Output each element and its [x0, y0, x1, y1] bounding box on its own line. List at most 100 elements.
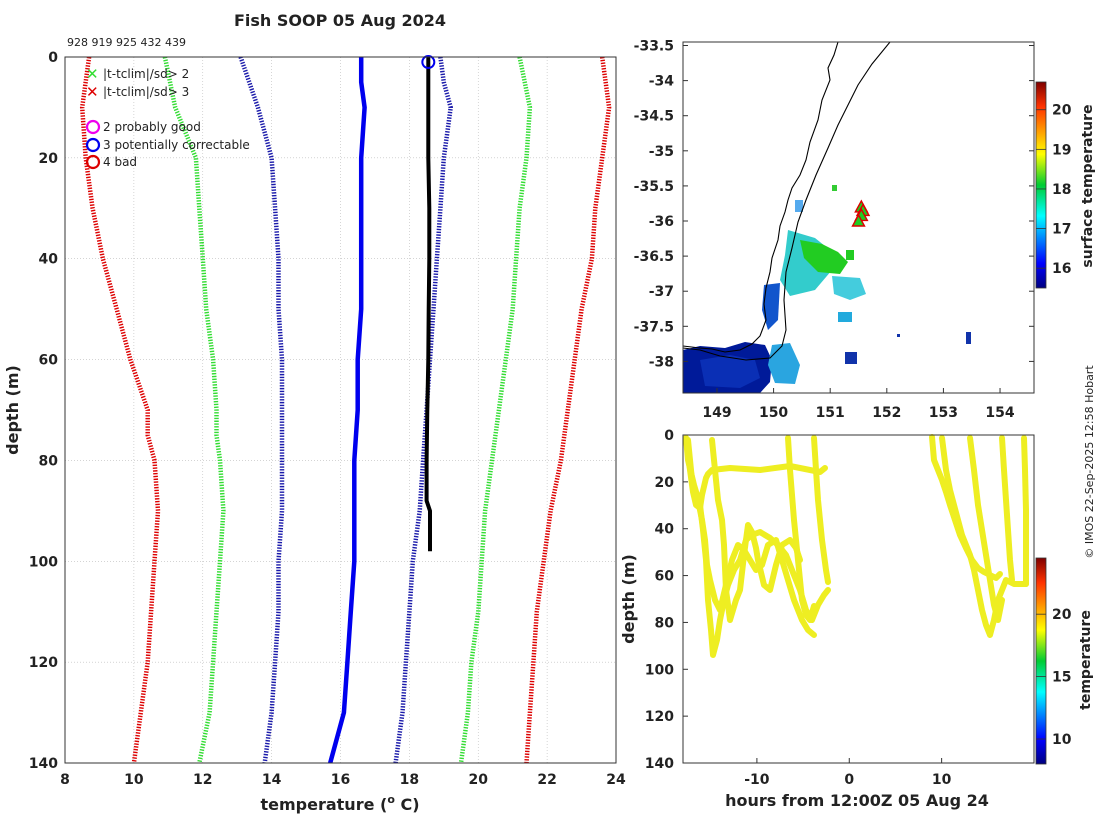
series-clim-2sd	[162, 57, 226, 763]
timeseries-y-tick: 20	[655, 475, 675, 491]
sst-patch-coast	[768, 343, 800, 384]
yellow-trace-10	[999, 435, 1015, 583]
sst-pixel-c	[795, 200, 803, 212]
profile-x-tick: 14	[262, 772, 282, 788]
sst-pixel-e	[845, 352, 857, 364]
yellow-trace-6	[811, 435, 831, 585]
profile-y-tick: 60	[39, 353, 59, 369]
yellow-trace-4	[709, 437, 803, 623]
timeseries-panel: -10 0 10 0 20 40 60 80 100 120 140 hours from 12:…	[619, 428, 1094, 810]
yellow-trace-5	[785, 435, 817, 623]
legend-qc3: 3 potentially correctable	[85, 137, 250, 153]
legend-qc4-label: 4 bad	[103, 155, 137, 169]
timeseries-y-tick: 60	[655, 569, 675, 585]
legend-qc4: 4 bad	[85, 154, 137, 170]
map-y-ticks: -33.5 -34 -34.5 -35 -35.5 -36 -36.5 -37 -37.5 -38	[634, 39, 1034, 370]
legend-qc2: 2 probably good	[85, 119, 201, 135]
profile-y-ticks: 0 20 40 60 80 100 120 140	[29, 50, 58, 772]
timeseries-x-tick: 10	[932, 772, 952, 788]
map-x-tick: 150	[759, 405, 788, 421]
sst-patch-blue-coast	[762, 283, 780, 330]
profile-series	[79, 57, 612, 763]
profile-x-tick: 8	[60, 772, 70, 788]
shelf-edge	[683, 42, 891, 361]
map-y-tick: -36	[649, 214, 674, 230]
profile-y-label: depth (m)	[3, 365, 22, 455]
map-y-tick: -38	[649, 354, 674, 370]
credit-text: © IMOS 22-Sep-2025 12:58 Hobart	[1083, 365, 1096, 559]
map-y-tick: -36.5	[634, 249, 674, 265]
timeseries-x-tick: -10	[744, 772, 770, 788]
sst-pixel-f	[897, 334, 900, 337]
series-clim-3sd	[79, 57, 161, 763]
sst-pixel-a	[838, 312, 852, 322]
timeseries-colorbar-tick: 10	[1052, 732, 1072, 748]
sst-pixel-b	[832, 185, 837, 191]
timeseries-y-tick: 0	[664, 428, 674, 444]
map-colorbar-tick: 16	[1052, 261, 1071, 277]
yellow-trace-1	[683, 435, 828, 511]
series-observed	[424, 57, 432, 552]
profile-panel: 8 10 12 14 16 18 20 22 24 0 20 40 60 80 100 120 140 tem…	[3, 50, 626, 814]
timeseries-y-tick: 40	[655, 522, 675, 538]
timeseries-y-tick: 140	[645, 756, 674, 772]
profile-y-tick: 140	[29, 756, 58, 772]
map-colorbar	[1035, 81, 1047, 289]
legend-flag3: ✕ |t-tclim|/sd> 3	[86, 83, 189, 101]
green-x-icon: ✕	[86, 65, 99, 83]
map-colorbar-tick: 19	[1052, 142, 1071, 158]
timeseries-x-tick: 0	[844, 772, 854, 788]
timeseries-y-ticks: 0 20 40 60 80 100 120 140	[645, 428, 688, 772]
yellow-trace-11	[1021, 435, 1029, 587]
map-content	[683, 42, 971, 393]
series-clim+3sd	[524, 57, 612, 763]
timeseries-y-label: depth (m)	[619, 554, 638, 644]
timeseries-colorbar-label: temperature	[1078, 610, 1094, 710]
map-x-tick: 153	[929, 405, 958, 421]
profile-x-tick: 12	[193, 772, 212, 788]
profile-y-tick: 100	[29, 554, 58, 570]
timeseries-y-tick: 100	[645, 662, 674, 678]
map-panel: 149 150 151 152 153 154 -33.5 -34 -34.5 -35 -35.5…	[634, 39, 1096, 421]
profile-x-tick: 24	[606, 772, 626, 788]
map-y-tick: -33.5	[634, 39, 674, 55]
map-frame	[682, 41, 1035, 394]
timeseries-x-label: hours from 12:00Z 05 Aug 24	[725, 791, 989, 810]
map-y-tick: -35	[649, 144, 674, 160]
yellow-trace-9	[967, 435, 1005, 623]
map-x-tick: 152	[872, 405, 901, 421]
map-x-tick: 154	[985, 405, 1014, 421]
qc-marker	[421, 55, 436, 70]
profile-y-tick: 40	[39, 252, 59, 268]
chart-title: Fish SOOP 05 Aug 2024	[234, 11, 446, 30]
timeseries-colorbar-tick: 15	[1052, 670, 1071, 686]
profile-x-ticks: 8 10 12 14 16 18 20 22 24	[60, 772, 626, 788]
map-colorbar-tick: 18	[1052, 182, 1071, 198]
red-circle-icon	[85, 154, 101, 170]
sst-pixel-g	[846, 250, 854, 260]
red-x-icon: ✕	[86, 83, 99, 101]
profile-x-tick: 20	[469, 772, 489, 788]
yellow-trace-3	[685, 437, 817, 638]
profile-ids: 928 919 925 432 439	[67, 36, 186, 49]
profile-x-tick: 22	[537, 772, 556, 788]
legend-qc2-label: 2 probably good	[103, 120, 201, 134]
profile-y-tick: 0	[48, 50, 58, 66]
profile-x-label: temperature (o C)	[260, 793, 419, 814]
profile-y-tick: 20	[39, 151, 59, 167]
profile-x-tick: 16	[331, 772, 350, 788]
map-colorbar-label: surface temperature	[1080, 104, 1096, 267]
legend-flag2: ✕ |t-tclim|/sd> 2	[86, 65, 189, 83]
coastline	[683, 42, 839, 353]
timeseries-colorbar-tick: 20	[1052, 607, 1072, 623]
timeseries-frame	[682, 434, 1035, 764]
sst-patch-cyan-east	[832, 276, 866, 300]
profile-x-tick: 10	[124, 772, 144, 788]
series-clim-1sd	[238, 57, 285, 763]
legend: ✕ |t-tclim|/sd> 2 ✕ |t-tclim|/sd> 3 2 pr…	[85, 65, 250, 170]
profile-frame	[64, 56, 617, 764]
map-colorbar-ticks: 16 17 18 19 20	[1036, 103, 1072, 277]
map-y-tick: -34	[649, 74, 675, 90]
map-x-tick: 149	[702, 405, 731, 421]
